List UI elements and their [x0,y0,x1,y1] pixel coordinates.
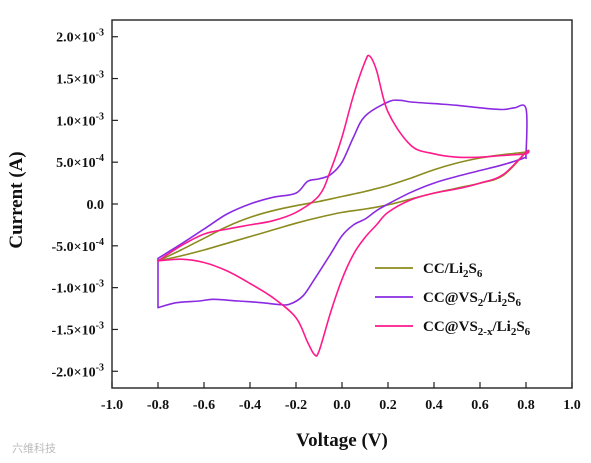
legend-label-2: CC@VS2​/Li2​S6​ [423,290,521,309]
y-tick-label: -1.5×10-3 [52,320,104,338]
y-tick-label: -1.0×10-3 [52,279,104,297]
x-tick-label: -0.2 [285,398,307,413]
y-tick-label: 0.0 [87,198,105,213]
y-tick-label: -2.0×10-3 [52,362,104,380]
x-tick-label: 0.6 [471,398,489,413]
x-tick-label: -0.4 [239,398,261,413]
series-layer [157,54,530,357]
y-tick-label: 1.5×10-3 [56,70,104,88]
axes-layer: -1.0 -0.8 -0.6 -0.4 -0.2 0.0 0.2 0.4 0.6 0.8 1.0 2.… [52,19,581,413]
x-tick-label: -0.6 [193,398,215,413]
y-tick-label: 5.0×10-4 [56,153,104,171]
y-axis-label: Current (A) [6,151,27,248]
legend-label-1: CC/Li2​S6​ [423,261,483,280]
x-axis-label: Voltage (V) [296,430,388,451]
x-tick-label: 0.4 [425,398,443,413]
legend: CC/Li2​S6​ CC@VS2​/Li2​S6​ CC@VS2-x​/Li2​S… [375,261,531,338]
y-tick-label: 2.0×10-3 [56,28,104,46]
series-line-1 [157,149,530,262]
x-tick-label: 0.8 [517,398,535,413]
legend-label-3: CC@VS2-x​/Li2​S6​ [423,319,531,338]
series-line-3 [157,54,530,357]
watermark-text: 六维科技 [12,441,56,455]
x-tick-label: -0.8 [147,398,169,413]
x-tick-label: 1.0 [563,398,581,413]
y-tick-label: -5.0×10-4 [52,237,104,255]
x-tick-label: -1.0 [101,398,123,413]
y-tick-label: 1.0×10-3 [56,111,104,129]
x-tick-label: 0.2 [379,398,397,413]
x-tick-label: 0.0 [333,398,351,413]
